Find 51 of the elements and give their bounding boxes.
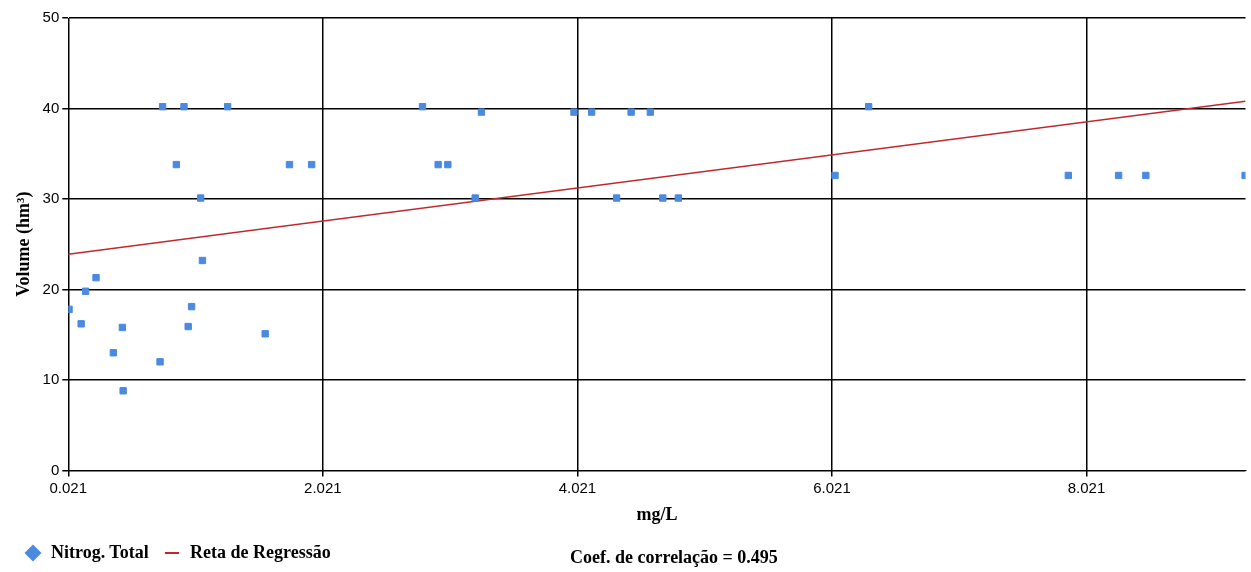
point (444, 160, 452, 169)
point (180, 102, 188, 111)
point (307, 160, 316, 169)
point (612, 194, 621, 202)
point (471, 194, 479, 202)
y-tick-label: 20 (42, 279, 60, 297)
point (261, 330, 269, 338)
point (1142, 171, 1150, 180)
point (587, 108, 596, 116)
text: Coef. de correlação = 0.495 (570, 546, 778, 567)
point (118, 323, 127, 332)
legend-label: Reta de Regressão (190, 541, 331, 562)
point (646, 108, 655, 116)
point (156, 358, 164, 366)
point (172, 160, 181, 169)
y-tick-label: 30 (42, 189, 60, 207)
y-tick-label: 40 (42, 98, 60, 116)
x-axis-title: mg/L (636, 503, 678, 524)
point (198, 256, 207, 265)
point (627, 108, 635, 116)
point (223, 102, 232, 111)
point (659, 194, 667, 202)
point (184, 322, 192, 331)
point (196, 194, 205, 202)
point (570, 108, 578, 116)
x-tick-label: 6.021 (813, 478, 851, 496)
point (434, 160, 442, 169)
x-tick-label: 8.021 (1067, 478, 1106, 496)
point (77, 320, 85, 328)
point (187, 302, 196, 311)
x-tick-label: 4.021 (558, 478, 597, 496)
point (285, 160, 294, 169)
point (92, 274, 100, 282)
point (864, 102, 873, 111)
y-axis-title: Volume (hm³) (13, 191, 35, 297)
y-tick-label: 50 (42, 8, 60, 26)
x-tick-label: 2.021 (304, 478, 342, 496)
point (418, 102, 427, 111)
x-tick-label: 0.021 (49, 478, 88, 496)
point (119, 387, 127, 395)
point (831, 171, 839, 180)
point (1114, 171, 1123, 180)
legend-label: Nitrog. Total (51, 541, 149, 562)
point (1064, 171, 1073, 180)
point (674, 194, 683, 202)
point (109, 349, 118, 357)
point (81, 287, 90, 295)
y-tick-label: 10 (42, 370, 60, 388)
point (477, 108, 486, 116)
y-tick-label: 0 (50, 460, 60, 478)
point (158, 102, 167, 111)
